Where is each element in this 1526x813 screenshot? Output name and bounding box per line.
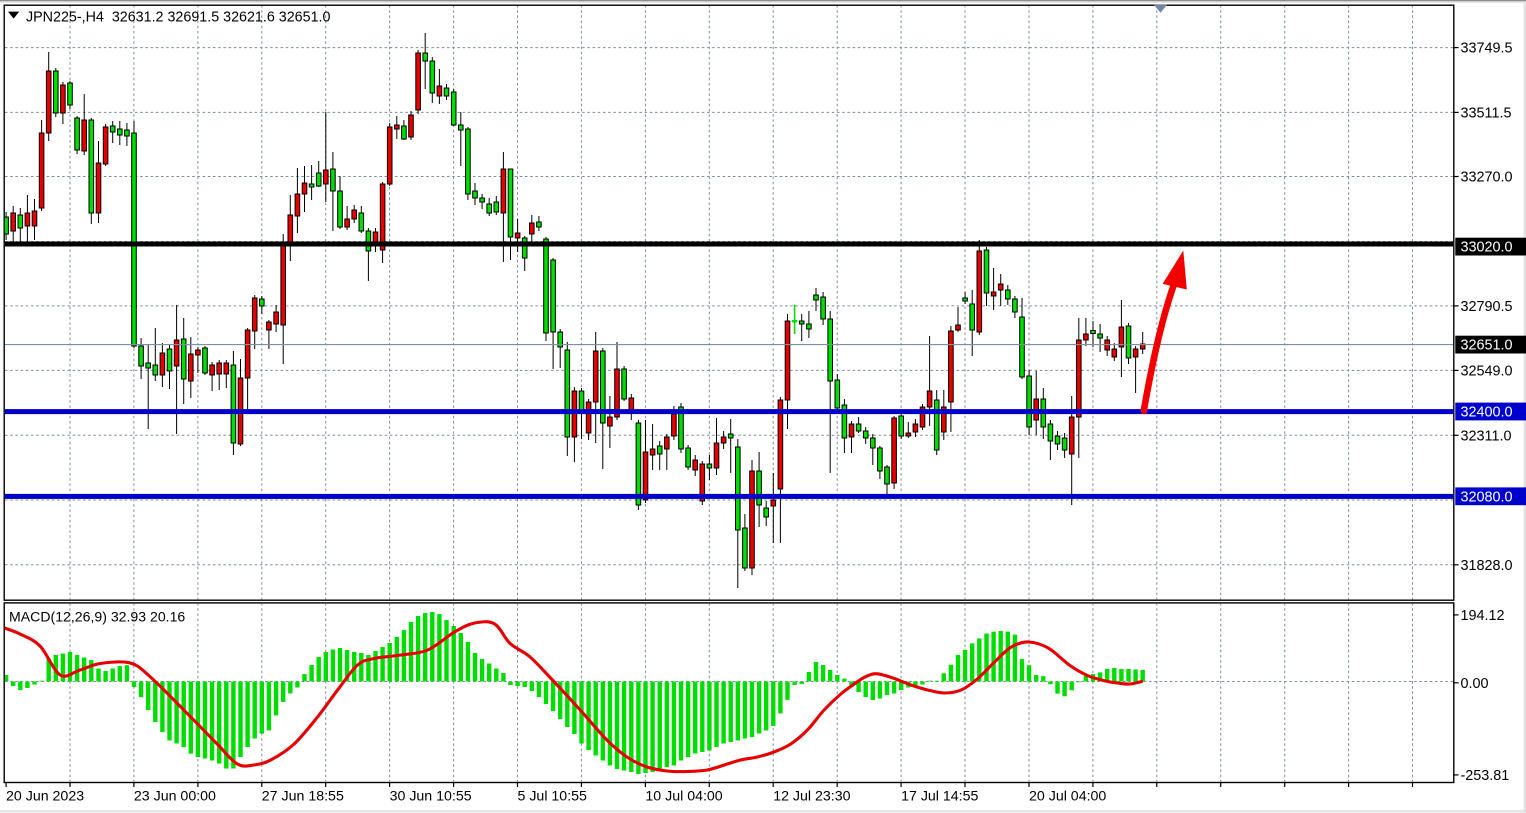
svg-text:32549.0: 32549.0: [1461, 364, 1513, 380]
svg-text:32790.5: 32790.5: [1461, 299, 1513, 315]
svg-text:23 Jun 00:00: 23 Jun 00:00: [134, 789, 216, 805]
svg-text:0.00: 0.00: [1461, 676, 1489, 692]
svg-text:-253.81: -253.81: [1461, 768, 1510, 784]
svg-text:33511.5: 33511.5: [1461, 106, 1512, 122]
svg-text:32311.0: 32311.0: [1461, 428, 1512, 444]
svg-text:31828.0: 31828.0: [1461, 558, 1513, 574]
svg-text:JPN225-,H4 32631.2 32691.5 32: JPN225-,H4 32631.2 32691.5 32621.6 32651…: [26, 10, 330, 26]
svg-text:17 Jul 14:55: 17 Jul 14:55: [901, 789, 978, 805]
svg-text:30 Jun 10:55: 30 Jun 10:55: [390, 789, 472, 805]
svg-text:33020.0: 33020.0: [1461, 240, 1513, 256]
svg-text:10 Jul 04:00: 10 Jul 04:00: [645, 789, 722, 805]
svg-text:12 Jul 23:30: 12 Jul 23:30: [773, 789, 850, 805]
svg-text:32400.0: 32400.0: [1461, 405, 1513, 421]
svg-text:33749.5: 33749.5: [1461, 41, 1513, 57]
svg-text:5 Jul 10:55: 5 Jul 10:55: [518, 789, 588, 805]
svg-text:194.12: 194.12: [1461, 608, 1505, 624]
svg-text:20 Jul 04:00: 20 Jul 04:00: [1029, 789, 1106, 805]
svg-text:32651.0: 32651.0: [1461, 338, 1513, 354]
svg-text:27 Jun 18:55: 27 Jun 18:55: [262, 789, 344, 805]
svg-text:32080.0: 32080.0: [1461, 489, 1513, 505]
svg-text:33270.0: 33270.0: [1461, 170, 1513, 186]
svg-text:20 Jun 2023: 20 Jun 2023: [6, 789, 84, 805]
svg-text:MACD(12,26,9) 32.93 20.16: MACD(12,26,9) 32.93 20.16: [9, 609, 185, 625]
